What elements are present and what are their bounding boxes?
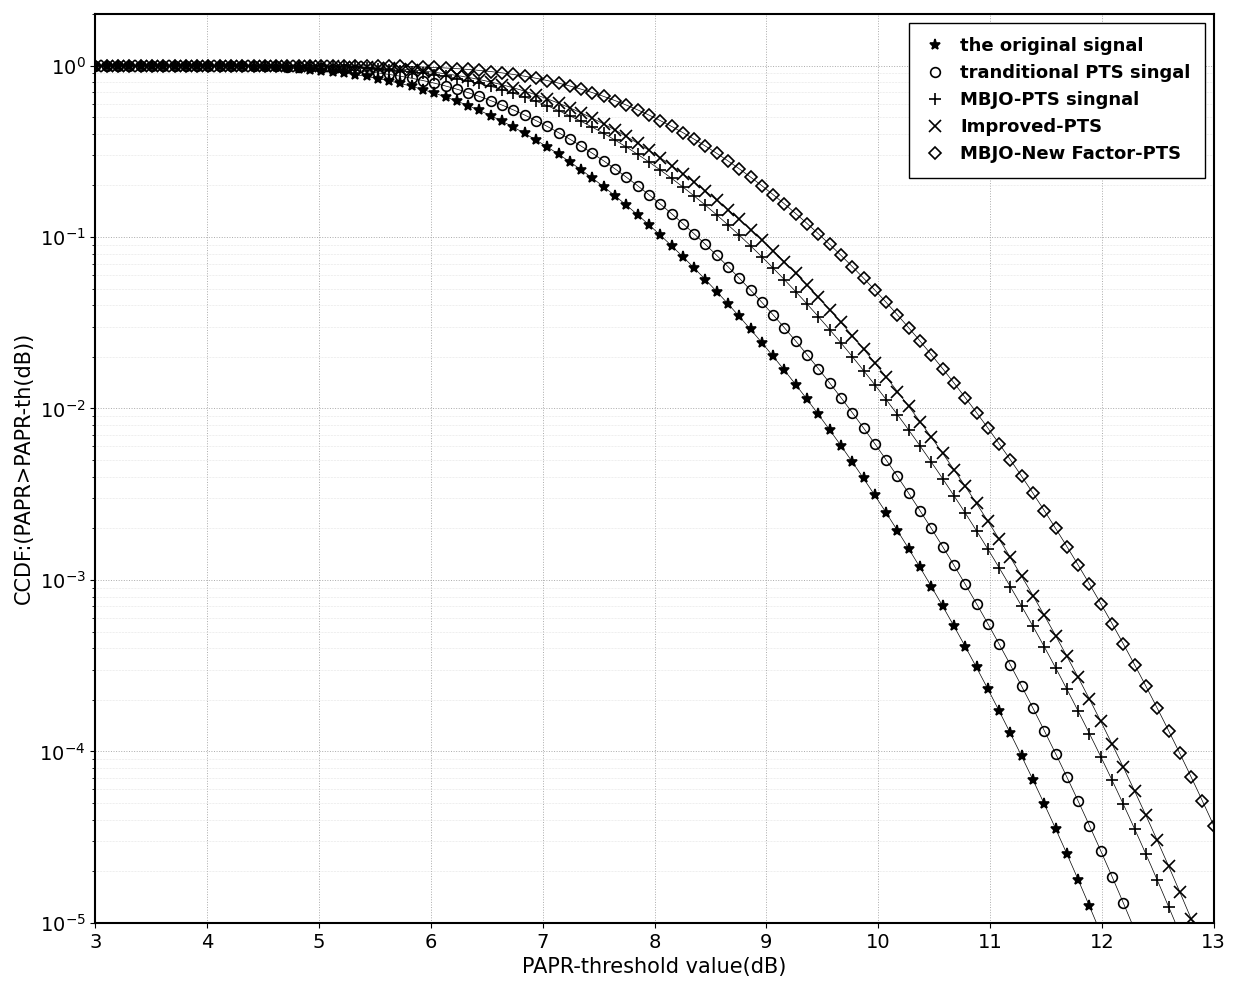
the original signal (303, 63, 317, 75)
tranditional PTS singal (1149, 980, 1164, 991)
MBJO-New Factor-PTS (347, 59, 362, 71)
Improved-PTS (347, 60, 362, 72)
tranditional PTS singal (754, 296, 769, 308)
Line: tranditional PTS singal: tranditional PTS singal (91, 60, 1219, 991)
MBJO-PTS singnal (1116, 799, 1131, 811)
MBJO-New Factor-PTS (88, 59, 103, 71)
MBJO-PTS singnal (88, 59, 103, 71)
Improved-PTS (754, 234, 769, 246)
Improved-PTS (303, 60, 317, 72)
MBJO-New Factor-PTS (1207, 820, 1221, 831)
Improved-PTS (665, 160, 680, 171)
tranditional PTS singal (1116, 897, 1131, 909)
MBJO-New Factor-PTS (665, 121, 680, 133)
MBJO-PTS singnal (754, 251, 769, 263)
Improved-PTS (1149, 834, 1164, 846)
the original signal (754, 337, 769, 349)
Improved-PTS (1116, 761, 1131, 773)
MBJO-PTS singnal (347, 61, 362, 73)
the original signal (665, 240, 680, 252)
the original signal (347, 68, 362, 80)
MBJO-New Factor-PTS (303, 59, 317, 71)
MBJO-New Factor-PTS (1149, 703, 1164, 715)
X-axis label: PAPR-threshold value(dB): PAPR-threshold value(dB) (522, 957, 786, 977)
Legend: the original signal, tranditional PTS singal, MBJO-PTS singnal, Improved-PTS, MB: the original signal, tranditional PTS si… (909, 23, 1205, 178)
Improved-PTS (88, 59, 103, 71)
Line: the original signal: the original signal (89, 60, 1219, 991)
the original signal (1116, 983, 1131, 991)
Improved-PTS (1207, 968, 1221, 980)
the original signal (88, 59, 103, 71)
MBJO-New Factor-PTS (1116, 638, 1131, 650)
Line: Improved-PTS: Improved-PTS (89, 59, 1220, 980)
Line: MBJO-PTS singnal: MBJO-PTS singnal (89, 59, 1220, 991)
MBJO-PTS singnal (303, 60, 317, 72)
tranditional PTS singal (665, 208, 680, 220)
MBJO-PTS singnal (1149, 874, 1164, 886)
tranditional PTS singal (303, 61, 317, 73)
Line: MBJO-New Factor-PTS: MBJO-New Factor-PTS (92, 61, 1218, 829)
tranditional PTS singal (347, 64, 362, 76)
MBJO-PTS singnal (665, 172, 680, 184)
Y-axis label: CCDF:(PAPR>PAPR-th(dB)): CCDF:(PAPR>PAPR-th(dB)) (14, 332, 33, 605)
MBJO-New Factor-PTS (754, 179, 769, 191)
tranditional PTS singal (88, 59, 103, 71)
